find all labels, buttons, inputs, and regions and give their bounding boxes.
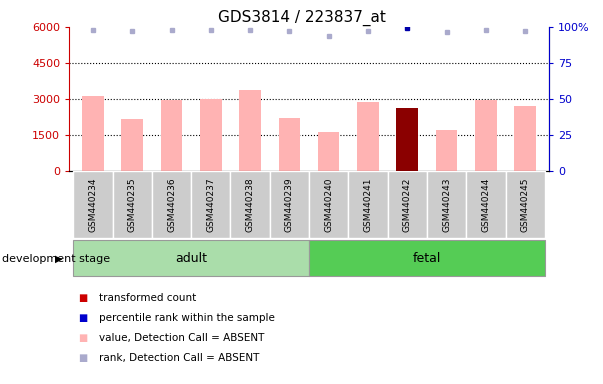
Bar [113, 171, 152, 238]
Bar [121, 119, 143, 171]
Bar [436, 130, 457, 171]
Bar [309, 240, 545, 276]
Bar [74, 240, 309, 276]
Text: GSM440239: GSM440239 [285, 177, 294, 232]
Bar [349, 171, 388, 238]
Bar [161, 100, 182, 171]
Text: GSM440235: GSM440235 [128, 177, 137, 232]
Text: rank, Detection Call = ABSENT: rank, Detection Call = ABSENT [99, 353, 260, 362]
Bar [74, 171, 113, 238]
Text: fetal: fetal [412, 252, 441, 265]
Bar [279, 118, 300, 171]
Text: GSM440240: GSM440240 [324, 177, 333, 232]
Text: GSM440243: GSM440243 [442, 177, 451, 232]
Bar [388, 171, 427, 238]
Text: GSM440238: GSM440238 [245, 177, 254, 232]
Text: ■: ■ [78, 313, 87, 323]
Bar [239, 91, 261, 171]
Text: GSM440242: GSM440242 [403, 177, 412, 232]
Text: GSM440241: GSM440241 [364, 177, 373, 232]
Bar [270, 171, 309, 238]
Text: GSM440245: GSM440245 [520, 177, 529, 232]
Text: GSM440234: GSM440234 [89, 177, 98, 232]
Bar [505, 171, 545, 238]
Text: ▶: ▶ [55, 254, 63, 264]
Text: GDS3814 / 223837_at: GDS3814 / 223837_at [218, 10, 385, 26]
Bar [230, 171, 270, 238]
Text: transformed count: transformed count [99, 293, 197, 303]
Bar [318, 132, 339, 171]
Bar [475, 100, 497, 171]
Bar [82, 96, 104, 171]
Text: development stage: development stage [2, 254, 110, 264]
Bar [357, 103, 379, 171]
Bar [427, 171, 466, 238]
Bar [466, 171, 505, 238]
Bar [514, 106, 536, 171]
Text: GSM440236: GSM440236 [167, 177, 176, 232]
Bar [309, 171, 349, 238]
Text: ■: ■ [78, 333, 87, 343]
Text: ■: ■ [78, 293, 87, 303]
Text: adult: adult [175, 252, 207, 265]
Text: GSM440237: GSM440237 [206, 177, 215, 232]
Bar [200, 99, 222, 171]
Bar [396, 109, 418, 171]
Text: percentile rank within the sample: percentile rank within the sample [99, 313, 276, 323]
Text: value, Detection Call = ABSENT: value, Detection Call = ABSENT [99, 333, 265, 343]
Text: ■: ■ [78, 353, 87, 362]
Bar [152, 171, 191, 238]
Bar [191, 171, 230, 238]
Text: GSM440244: GSM440244 [481, 177, 490, 232]
